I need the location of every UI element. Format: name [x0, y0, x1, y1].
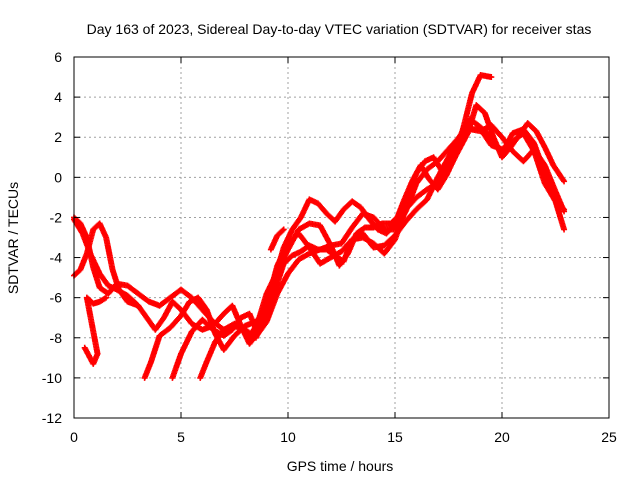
y-tick-label: -4 — [50, 250, 63, 266]
y-tick-label: -8 — [50, 330, 63, 346]
series-track-b — [71, 122, 568, 347]
data-point — [561, 226, 568, 233]
x-tick-label: 0 — [70, 429, 78, 445]
y-tick-label: -2 — [50, 209, 63, 225]
y-tick-label: -6 — [50, 290, 63, 306]
data-point — [561, 206, 568, 213]
y-tick-label: 4 — [54, 89, 62, 105]
data-point — [559, 205, 566, 212]
y-tick-label: 2 — [54, 129, 62, 145]
y-tick-label: 0 — [54, 169, 62, 185]
data-point — [135, 302, 142, 309]
y-axis-label: SDTVAR / TECUs — [5, 182, 21, 294]
x-tick-label: 10 — [280, 429, 296, 445]
x-axis-label: GPS time / hours — [287, 458, 394, 474]
x-tick-label: 20 — [494, 429, 510, 445]
data-point — [279, 227, 286, 234]
grid-lines — [74, 57, 609, 418]
series-layer — [71, 72, 568, 381]
y-tick-label: -10 — [42, 370, 62, 386]
data-point — [488, 74, 495, 81]
series-track-f — [81, 226, 287, 367]
x-tick-label: 25 — [601, 429, 617, 445]
series-track-e — [197, 126, 568, 381]
x-tick-label: 15 — [387, 429, 403, 445]
chart-title: Day 163 of 2023, Sidereal Day-to-day VTE… — [87, 21, 592, 37]
data-point — [280, 226, 287, 233]
data-point — [561, 178, 568, 185]
data-point — [134, 301, 141, 308]
axis-ticks: 0 5 10 15 20 25 -12 -10 -8 -6 -4 -2 0 2 4 6 — [42, 49, 617, 445]
x-tick-label: 5 — [177, 429, 185, 445]
y-tick-label: 6 — [54, 49, 62, 65]
plot-frame — [73, 56, 610, 419]
y-tick-label: -12 — [42, 410, 62, 426]
data-point — [103, 294, 110, 301]
